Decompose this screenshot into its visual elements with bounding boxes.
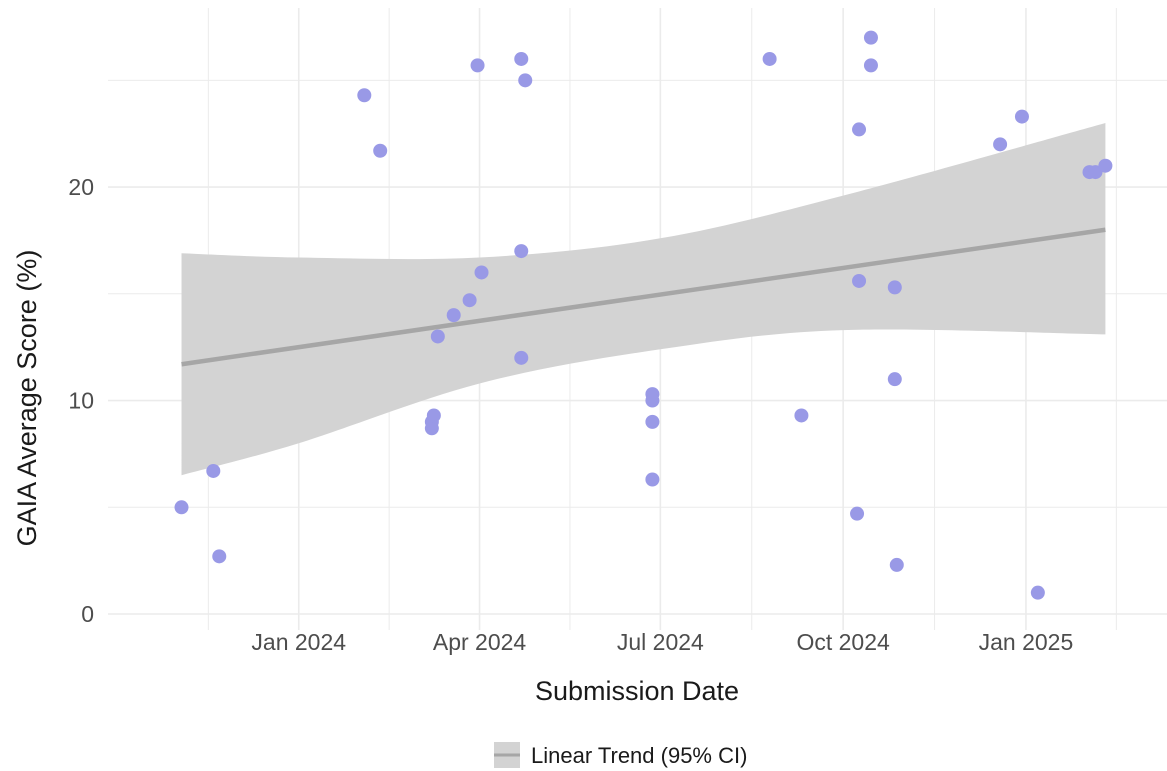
data-point	[174, 500, 189, 515]
data-point	[462, 293, 477, 308]
data-point	[426, 408, 441, 423]
trend-line	[181, 227, 1106, 367]
x-tick-label: Jul 2024	[617, 629, 704, 655]
data-point	[373, 143, 388, 158]
data-point	[645, 414, 660, 429]
data-point	[887, 280, 902, 295]
x-tick-label: Apr 2024	[433, 629, 527, 655]
data-point	[863, 30, 878, 45]
data-point	[470, 58, 485, 73]
legend-label: Linear Trend (95% CI)	[531, 743, 747, 768]
data-point	[357, 88, 372, 103]
data-point	[518, 73, 533, 88]
y-axis-ticks: 0 10 20	[68, 174, 94, 627]
data-point	[1098, 158, 1113, 173]
data-point	[212, 549, 227, 564]
data-point	[887, 372, 902, 387]
data-point	[1014, 109, 1029, 124]
data-point	[850, 506, 865, 521]
y-tick-label: 10	[68, 388, 94, 414]
data-point	[1088, 165, 1103, 180]
data-point	[645, 393, 660, 408]
x-axis-ticks: Jan 2024 Apr 2024 Jul 2024 Oct 2024 Jan 2025	[251, 629, 1073, 655]
legend: Linear Trend (95% CI)	[494, 742, 747, 768]
data-point	[852, 122, 867, 137]
x-tick-label: Jan 2024	[251, 629, 346, 655]
data-point	[514, 350, 529, 365]
data-point	[206, 463, 221, 478]
y-tick-label: 0	[81, 601, 94, 627]
data-point	[852, 273, 867, 288]
data-point	[514, 51, 529, 66]
data-points	[174, 30, 1113, 600]
y-tick-label: 20	[68, 174, 94, 200]
data-point	[1030, 585, 1045, 600]
data-point	[993, 137, 1008, 152]
data-point	[645, 472, 660, 487]
data-point	[446, 308, 461, 323]
data-point	[762, 51, 777, 66]
data-point	[474, 265, 489, 280]
data-point	[863, 58, 878, 73]
x-axis-title: Submission Date	[535, 676, 739, 706]
data-point	[514, 244, 529, 259]
y-axis-title: GAIA Average Score (%)	[12, 250, 42, 547]
x-tick-label: Jan 2025	[979, 629, 1074, 655]
x-tick-label: Oct 2024	[796, 629, 890, 655]
data-point	[794, 408, 809, 423]
data-point	[889, 557, 904, 572]
data-point	[430, 329, 445, 344]
